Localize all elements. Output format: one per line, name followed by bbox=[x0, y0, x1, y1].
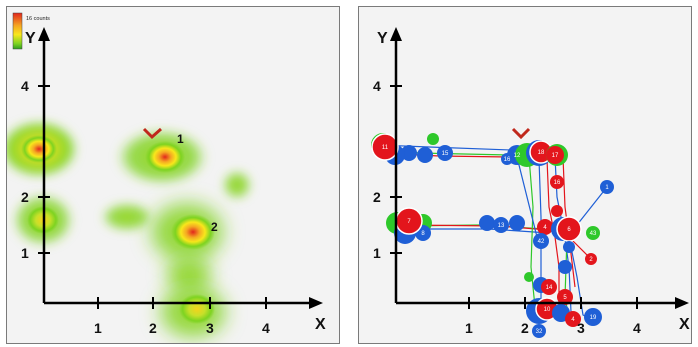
y-tick-label: 4 bbox=[21, 78, 29, 94]
y-tick-label: 2 bbox=[373, 189, 381, 205]
color-scale-legend bbox=[12, 12, 23, 50]
node-label: 18 bbox=[538, 150, 545, 156]
y-tick-label: 4 bbox=[373, 78, 381, 94]
node-label: 16 bbox=[504, 157, 511, 163]
axes bbox=[390, 27, 689, 309]
x-tick-label: 3 bbox=[206, 320, 214, 336]
y-axis-arrow-icon bbox=[390, 27, 402, 41]
node-label: 5 bbox=[563, 295, 567, 301]
node bbox=[493, 217, 509, 233]
node bbox=[479, 215, 495, 231]
node bbox=[417, 147, 433, 163]
node-label: 42 bbox=[538, 239, 545, 245]
x-tick-label: 2 bbox=[149, 320, 157, 336]
hidden-label: 2 bbox=[211, 220, 218, 234]
trajectory-panel: 11 12 15 16 18 17 16 1 2 4 6 43 42 7 8 1… bbox=[358, 6, 692, 344]
x-tick-label: 3 bbox=[577, 320, 585, 336]
node-label: 32 bbox=[536, 329, 543, 335]
heatmap-plot: 1 2 1 2 3 4 1 2 4 Y X 16 counts bbox=[7, 12, 326, 342]
trajectory-plot: 11 12 15 16 18 17 16 1 2 4 6 43 42 7 8 1… bbox=[371, 27, 690, 338]
node-label: 1 bbox=[605, 185, 609, 191]
node bbox=[427, 133, 439, 145]
node-label: 43 bbox=[590, 231, 597, 237]
y-tick-label: 2 bbox=[21, 189, 29, 205]
heat-blob bbox=[223, 171, 251, 199]
node bbox=[537, 219, 553, 235]
x-axis-label: X bbox=[679, 316, 690, 333]
node bbox=[541, 279, 557, 295]
node bbox=[533, 233, 549, 249]
heat-blob bbox=[145, 141, 185, 173]
x-tick-label: 1 bbox=[465, 320, 473, 336]
x-tick-label: 4 bbox=[262, 320, 270, 336]
node-label: 14 bbox=[546, 285, 553, 291]
node-label: 4 bbox=[543, 225, 547, 231]
node bbox=[557, 289, 573, 305]
x-tick-label: 1 bbox=[94, 320, 102, 336]
node bbox=[558, 260, 572, 274]
node-label: 13 bbox=[498, 223, 505, 229]
node-label: 2 bbox=[589, 257, 593, 263]
node-label: 17 bbox=[552, 153, 559, 159]
x-axis-label: X bbox=[315, 316, 326, 333]
node bbox=[563, 241, 575, 253]
node bbox=[437, 145, 453, 161]
y-tick-label: 1 bbox=[373, 245, 381, 261]
heat-blob bbox=[102, 203, 152, 231]
node bbox=[371, 133, 399, 161]
node-labels: 11 12 15 16 18 17 16 1 2 4 6 43 42 7 8 1… bbox=[382, 145, 609, 335]
node-label: 15 bbox=[442, 151, 449, 157]
node bbox=[524, 272, 534, 282]
heat-blob bbox=[21, 135, 57, 163]
node bbox=[509, 215, 525, 231]
node bbox=[565, 311, 581, 327]
node-label: 11 bbox=[382, 145, 389, 151]
trajectory-line bbox=[516, 156, 538, 238]
trajectory-line bbox=[528, 156, 536, 308]
x-tick-label: 4 bbox=[633, 320, 641, 336]
y-axis-label: Y bbox=[25, 30, 36, 47]
node bbox=[550, 175, 564, 189]
node bbox=[532, 324, 546, 338]
heatmap-panel: 1 2 1 2 3 4 1 2 4 Y X 16 counts bbox=[6, 6, 340, 344]
red-marker-icon bbox=[511, 127, 531, 140]
node-label: 8 bbox=[421, 231, 425, 237]
y-axis-arrow-icon bbox=[38, 27, 50, 41]
x-axis-arrow-icon bbox=[675, 297, 689, 309]
y-tick-label: 1 bbox=[21, 245, 29, 261]
heat-blob bbox=[171, 214, 215, 250]
node-label: 10 bbox=[544, 307, 551, 313]
x-axis-arrow-icon bbox=[309, 297, 323, 309]
node bbox=[551, 205, 563, 217]
node bbox=[584, 308, 602, 326]
node bbox=[401, 145, 417, 161]
node bbox=[600, 180, 614, 194]
y-axis-label: Y bbox=[377, 30, 388, 47]
x-tick-label: 2 bbox=[521, 320, 529, 336]
node-label: 12 bbox=[514, 153, 521, 159]
hidden-label: 1 bbox=[177, 132, 184, 146]
node-label: 6 bbox=[567, 227, 571, 233]
node-label: 19 bbox=[590, 315, 597, 321]
node bbox=[585, 253, 597, 265]
node bbox=[546, 146, 564, 164]
red-marker-icon bbox=[142, 127, 162, 140]
node-label: 4 bbox=[571, 317, 575, 323]
trajectory-nodes bbox=[371, 133, 614, 338]
axes bbox=[38, 27, 323, 309]
node-label: 16 bbox=[554, 180, 561, 186]
node bbox=[586, 226, 600, 240]
legend-label: 16 counts bbox=[26, 16, 50, 22]
node-label: 7 bbox=[407, 219, 411, 225]
heat-blob bbox=[179, 294, 215, 324]
